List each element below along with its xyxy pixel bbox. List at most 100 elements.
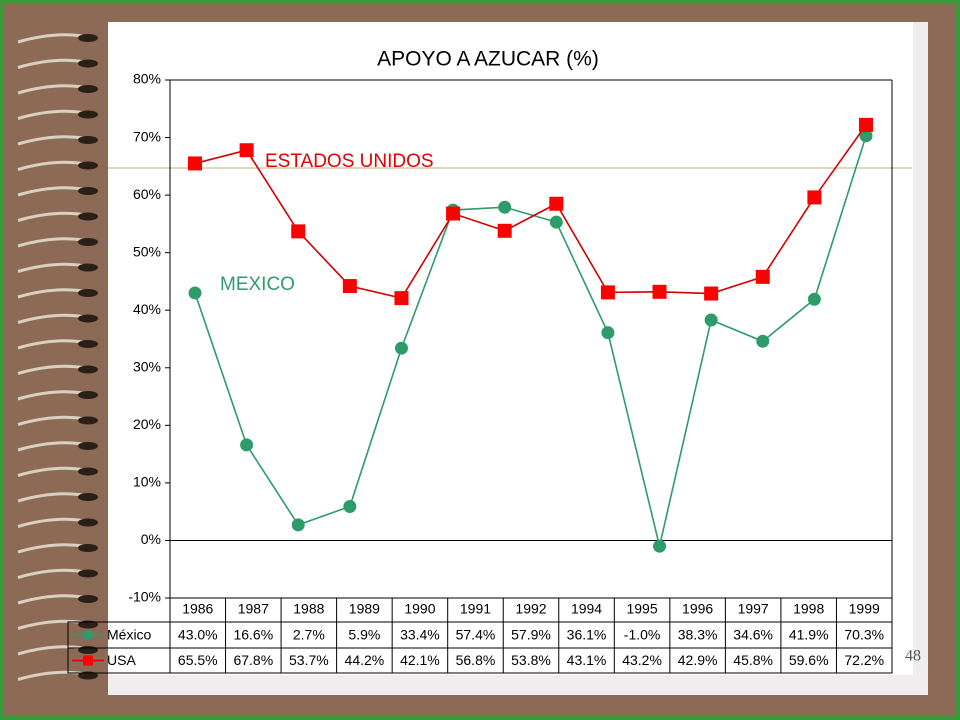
y-tick-label: 40%: [133, 301, 161, 317]
point: [446, 206, 461, 221]
point: [188, 286, 202, 300]
series-line: [194, 124, 867, 300]
x-tick-label: 1991: [460, 601, 491, 617]
x-tick-label: 1999: [849, 601, 880, 617]
point: [859, 117, 873, 132]
x-tick-label: 1994: [571, 601, 602, 617]
x-tick-label: 1996: [682, 601, 713, 617]
ring-hole: [78, 365, 98, 374]
y-tick-label: 60%: [133, 186, 161, 202]
ring-hole: [78, 569, 98, 578]
ring-hole: [78, 85, 98, 93]
point: [343, 499, 357, 513]
table-value: -1.0%: [624, 627, 661, 643]
point: [342, 279, 357, 294]
ring-hole: [78, 136, 98, 144]
ring-hole: [78, 391, 98, 399]
point: [498, 200, 512, 214]
table-value: 43.1%: [567, 652, 607, 668]
ring-hole: [78, 544, 98, 552]
table-value: 2.7%: [293, 627, 325, 643]
y-tick-label: -10%: [128, 589, 161, 605]
annotation: MEXICO: [220, 274, 295, 295]
point: [704, 313, 718, 327]
ring-hole: [78, 161, 98, 170]
ring-hole: [78, 518, 98, 527]
x-tick-label: 1990: [404, 601, 435, 617]
table-value: 53.7%: [289, 652, 329, 668]
series-line: [194, 135, 867, 547]
point: [291, 224, 306, 239]
legend-marker: [83, 655, 93, 666]
ring-hole: [78, 263, 98, 272]
y-tick-label: 70%: [133, 128, 161, 144]
point: [394, 341, 408, 355]
ring-hole: [78, 289, 98, 297]
table-value: 57.9%: [511, 627, 551, 643]
x-tick-label: 1997: [738, 601, 769, 617]
table-value: 5.9%: [348, 627, 380, 643]
ring-hole: [78, 34, 98, 42]
table-value: 45.8%: [733, 652, 773, 668]
y-tick-label: 80%: [133, 71, 161, 87]
table-value: 42.1%: [400, 652, 440, 668]
point: [859, 129, 873, 143]
table-value: 70.3%: [844, 627, 884, 643]
table-value: 72.2%: [844, 652, 884, 668]
ring-hole: [78, 595, 98, 603]
table-value: 56.8%: [456, 652, 496, 668]
chart-area: [108, 22, 913, 675]
ring-hole: [78, 187, 98, 195]
table-value: 41.9%: [789, 627, 829, 643]
point: [653, 539, 667, 553]
ring-hole: [78, 646, 98, 654]
point: [549, 196, 564, 211]
ring-hole: [78, 442, 98, 450]
ring-hole: [78, 212, 98, 221]
y-tick-label: 50%: [133, 243, 161, 259]
x-tick-label: 1998: [793, 601, 824, 617]
ring-hole: [78, 314, 98, 323]
table-value: 57.4%: [456, 627, 496, 643]
x-tick-label: 1986: [182, 601, 213, 617]
point: [188, 156, 202, 171]
table-value: 36.1%: [567, 627, 607, 643]
ring-hole: [78, 416, 98, 425]
point: [756, 334, 770, 348]
table-header-border: [169, 597, 893, 623]
table-value: 33.4%: [400, 627, 440, 643]
legend-label: México: [107, 627, 152, 643]
point: [755, 269, 770, 284]
table-value: 42.9%: [678, 652, 718, 668]
point: [652, 284, 667, 299]
y-tick-label: 20%: [133, 416, 161, 432]
y-tick-label: 10%: [133, 474, 161, 490]
table-value: 43.2%: [622, 652, 662, 668]
page-number: 48: [905, 648, 921, 665]
table-value: 53.8%: [511, 652, 551, 668]
ring-hole: [78, 493, 98, 501]
y-tick-label: 0%: [141, 531, 161, 547]
point: [497, 223, 512, 238]
table-value: 34.6%: [733, 627, 773, 643]
x-tick-label: 1988: [293, 601, 324, 617]
x-tick-label: 1992: [515, 601, 546, 617]
table-value: 59.6%: [789, 652, 829, 668]
point: [601, 326, 615, 340]
table-value: 65.5%: [178, 652, 218, 668]
legend-marker: [83, 630, 93, 640]
table-value: 43.0%: [178, 627, 218, 643]
point: [549, 215, 563, 229]
ring-hole: [78, 340, 98, 348]
table-value: 67.8%: [233, 652, 273, 668]
y-tick-label: 30%: [133, 358, 161, 374]
ring-hole: [78, 110, 98, 119]
ring-hole: [78, 59, 98, 68]
point: [240, 438, 254, 452]
point: [704, 286, 719, 301]
chart-title: APOYO A AZUCAR (%): [377, 48, 599, 71]
point: [291, 518, 305, 532]
point: [239, 143, 254, 158]
x-tick-label: 1995: [626, 601, 657, 617]
